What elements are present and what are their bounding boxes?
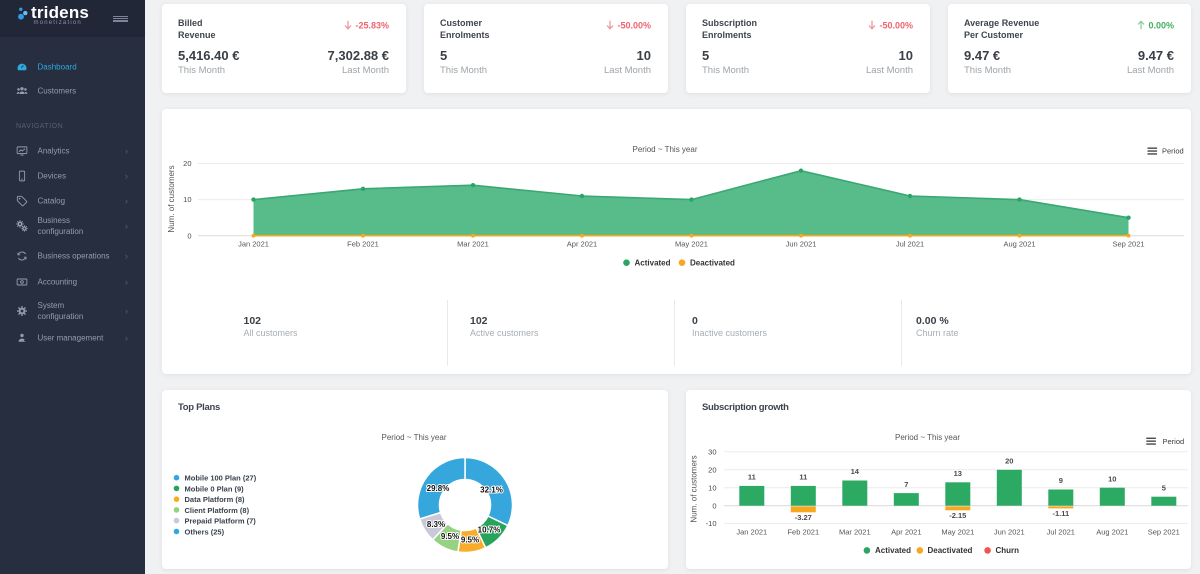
svg-text:Mobile 100 Plan (27): Mobile 100 Plan (27)	[185, 474, 257, 483]
svg-text:Jan 2021: Jan 2021	[736, 527, 767, 536]
svg-text:Jun 2021: Jun 2021	[786, 240, 817, 249]
svg-text:Mobile 0 Plan (9): Mobile 0 Plan (9)	[185, 484, 245, 493]
svg-text:13: 13	[954, 469, 962, 478]
svg-text:Deactivated: Deactivated	[690, 258, 735, 267]
svg-text:9.5%: 9.5%	[441, 532, 459, 541]
svg-text:9.5%: 9.5%	[461, 536, 479, 545]
svg-text:5: 5	[1162, 483, 1166, 492]
svg-text:-10: -10	[706, 519, 717, 528]
svg-text:0: 0	[712, 501, 716, 510]
svg-text:May 2021: May 2021	[941, 527, 974, 536]
svg-text:Mar 2021: Mar 2021	[457, 240, 489, 249]
svg-text:Client Platform (8): Client Platform (8)	[185, 506, 250, 515]
svg-text:30: 30	[708, 447, 716, 456]
svg-text:-2.15: -2.15	[949, 511, 966, 520]
svg-text:Apr 2021: Apr 2021	[567, 240, 597, 249]
svg-text:Jul 2021: Jul 2021	[1047, 527, 1075, 536]
svg-text:Data Platform (8): Data Platform (8)	[185, 495, 246, 504]
svg-text:102: 102	[470, 315, 488, 327]
svg-text:Apr 2021: Apr 2021	[891, 527, 921, 536]
svg-text:0: 0	[187, 231, 191, 240]
svg-text:Sep 2021: Sep 2021	[1148, 527, 1180, 536]
svg-text:Period ~ This year: Period ~ This year	[895, 433, 960, 442]
svg-text:Activated: Activated	[875, 546, 911, 555]
svg-text:Period: Period	[1162, 147, 1184, 156]
svg-text:20: 20	[183, 159, 191, 168]
svg-text:Prepaid Platform (7): Prepaid Platform (7)	[185, 517, 257, 526]
svg-text:Active customers: Active customers	[470, 328, 539, 338]
svg-text:May 2021: May 2021	[675, 240, 708, 249]
svg-text:Num. of customers: Num. of customers	[690, 455, 699, 522]
svg-text:32.1%: 32.1%	[480, 486, 503, 495]
svg-text:10: 10	[183, 195, 191, 204]
svg-text:Deactivated: Deactivated	[928, 546, 973, 555]
svg-text:Activated: Activated	[635, 258, 671, 267]
svg-text:Others (25): Others (25)	[185, 528, 225, 537]
svg-text:9: 9	[1059, 476, 1063, 485]
svg-text:0.00 %: 0.00 %	[916, 315, 949, 327]
svg-text:Period: Period	[1163, 437, 1185, 446]
svg-text:Jul 2021: Jul 2021	[896, 240, 924, 249]
svg-text:Aug 2021: Aug 2021	[1003, 240, 1035, 249]
svg-text:10.7%: 10.7%	[478, 526, 501, 535]
svg-text:14: 14	[851, 467, 860, 476]
svg-text:-1.11: -1.11	[1052, 509, 1069, 518]
svg-text:0: 0	[692, 315, 698, 327]
svg-text:10: 10	[708, 483, 716, 492]
svg-text:Churn: Churn	[996, 546, 1020, 555]
svg-text:10: 10	[1108, 474, 1116, 483]
svg-text:Jun 2021: Jun 2021	[994, 527, 1025, 536]
svg-text:Feb 2021: Feb 2021	[787, 527, 819, 536]
svg-text:Sep 2021: Sep 2021	[1112, 240, 1144, 249]
svg-text:-3.27: -3.27	[795, 513, 812, 522]
svg-text:Inactive customers: Inactive customers	[692, 328, 768, 338]
svg-text:Churn rate: Churn rate	[916, 328, 959, 338]
svg-text:102: 102	[244, 315, 262, 327]
svg-text:8.3%: 8.3%	[427, 520, 445, 529]
svg-text:20: 20	[708, 465, 716, 474]
svg-text:Period ~ This year: Period ~ This year	[633, 145, 698, 154]
svg-text:29.8%: 29.8%	[427, 484, 450, 493]
svg-text:Aug 2021: Aug 2021	[1096, 527, 1128, 536]
svg-text:Num. of customers: Num. of customers	[167, 165, 176, 232]
svg-text:Feb 2021: Feb 2021	[347, 240, 379, 249]
svg-text:Jan 2021: Jan 2021	[238, 240, 269, 249]
svg-text:Mar 2021: Mar 2021	[839, 527, 871, 536]
svg-text:7: 7	[904, 480, 908, 489]
svg-text:11: 11	[748, 473, 756, 482]
svg-text:11: 11	[799, 473, 807, 482]
svg-text:Period ~ This year: Period ~ This year	[382, 433, 447, 442]
svg-text:20: 20	[1005, 457, 1013, 466]
svg-text:All customers: All customers	[244, 328, 299, 338]
